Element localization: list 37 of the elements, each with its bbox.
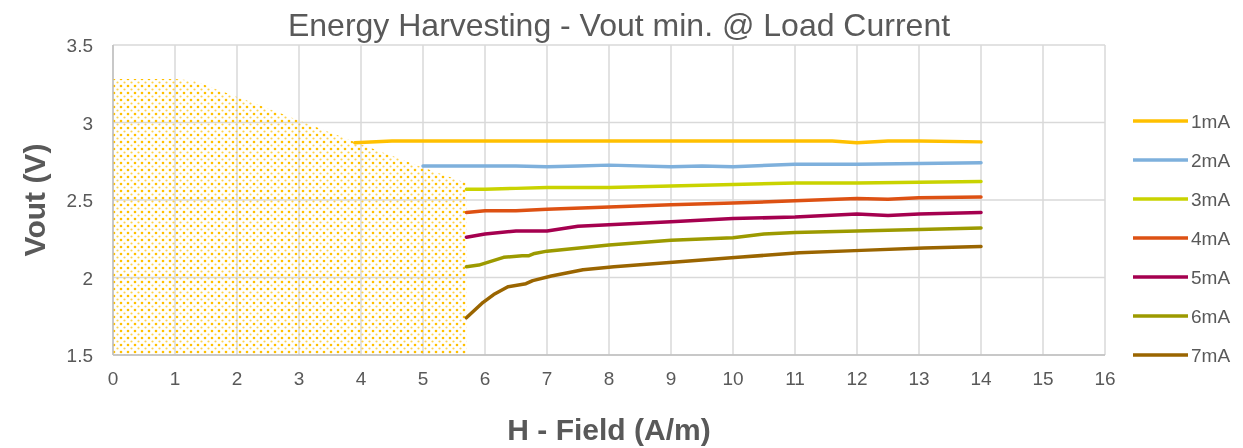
- line-series: [464, 244, 983, 320]
- x-tick-label: 1: [169, 368, 181, 389]
- x-tick-label: 4: [355, 368, 367, 389]
- legend-label: 6mA: [1191, 306, 1231, 327]
- chart-title: Energy Harvesting - Vout min. @ Load Current: [287, 7, 951, 43]
- x-tick-label: 11: [785, 368, 805, 389]
- line-series: [464, 195, 983, 215]
- line-series: [464, 179, 983, 191]
- x-axis-title: H - Field (A/m): [507, 413, 711, 446]
- y-tick-label: 2.5: [66, 190, 93, 211]
- x-tick-label: 16: [1094, 368, 1116, 389]
- y-axis-title: Vout (V): [18, 143, 51, 257]
- x-tick-label: 12: [846, 368, 868, 389]
- y-tick-label: 1.5: [66, 345, 93, 366]
- legend-label: 5mA: [1191, 267, 1231, 288]
- y-tick-label: 2: [82, 267, 93, 289]
- legend-label: 7mA: [1191, 345, 1231, 366]
- x-tick-label: 14: [970, 368, 992, 389]
- x-tick-label: 5: [417, 368, 429, 389]
- x-tick-label: 0: [107, 368, 119, 389]
- legend-label: 1mA: [1191, 111, 1231, 132]
- legend-label: 4mA: [1191, 228, 1231, 249]
- x-tick-label: 2: [231, 368, 243, 389]
- x-tick-label: 3: [293, 368, 305, 389]
- y-tick-label: 3: [82, 112, 93, 134]
- x-tick-label: 10: [722, 368, 744, 389]
- y-tick-label: 3.5: [66, 35, 93, 56]
- legend-label: 3mA: [1191, 189, 1231, 210]
- x-tick-label: 7: [541, 368, 553, 389]
- x-tick-label: 15: [1032, 368, 1054, 389]
- x-tick-label: 8: [603, 368, 615, 389]
- line-series: [464, 226, 983, 269]
- line-series: [464, 210, 983, 239]
- x-tick-label: 13: [908, 368, 930, 389]
- legend-label: 2mA: [1191, 150, 1231, 171]
- x-tick-label: 6: [479, 368, 491, 389]
- x-tick-label: 9: [665, 368, 677, 389]
